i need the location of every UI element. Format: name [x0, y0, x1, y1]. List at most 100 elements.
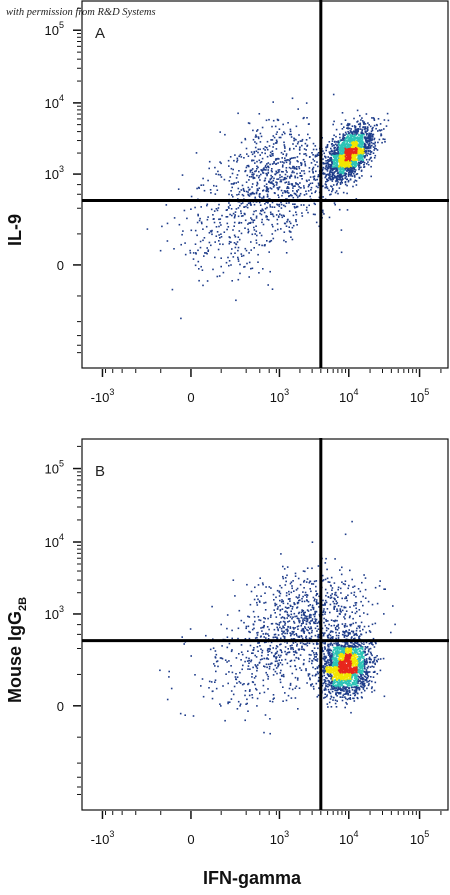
event-dot — [315, 148, 318, 151]
event-dot — [301, 212, 303, 214]
event-dot — [334, 666, 336, 668]
event-dot — [287, 192, 290, 194]
event-dot — [369, 144, 371, 147]
event-dot — [215, 208, 218, 210]
event-dot — [279, 136, 282, 139]
event-dot — [235, 177, 238, 179]
event-dot — [345, 144, 347, 146]
event-dot — [347, 692, 349, 695]
event-dot — [281, 161, 284, 163]
event-dot — [328, 680, 331, 683]
event-dot — [350, 136, 353, 139]
event-dot — [283, 621, 286, 623]
event-dot — [241, 255, 243, 257]
event-dot — [384, 141, 386, 143]
event-dot — [273, 192, 276, 194]
event-dot — [263, 665, 265, 667]
event-dot — [351, 160, 354, 162]
event-dot — [228, 180, 231, 182]
event-dot — [339, 176, 342, 179]
event-dot — [305, 102, 308, 104]
event-dot — [385, 125, 388, 127]
event-dot — [356, 682, 358, 685]
event-dot — [360, 153, 363, 155]
event-dot — [344, 657, 347, 659]
event-dot — [352, 133, 354, 135]
event-dot — [303, 148, 306, 150]
event-dot — [348, 653, 351, 655]
event-dot — [335, 179, 337, 182]
event-dot — [352, 686, 354, 689]
event-dot — [355, 669, 358, 672]
event-dot — [303, 194, 306, 196]
event-dot — [329, 603, 332, 606]
event-dot — [292, 190, 294, 192]
event-dot — [313, 688, 315, 690]
event-dot — [355, 668, 357, 670]
event-dot — [340, 650, 342, 653]
event-dot — [350, 152, 353, 154]
event-dot — [255, 150, 258, 152]
event-dot — [368, 124, 370, 126]
event-dot — [292, 157, 295, 159]
event-dot — [239, 263, 241, 266]
event-dot — [299, 140, 302, 142]
event-dot — [206, 247, 208, 249]
event-dot — [330, 676, 333, 678]
event-dot — [364, 143, 366, 146]
event-dot — [364, 130, 367, 133]
event-dot — [359, 136, 362, 139]
event-dot — [247, 164, 250, 167]
event-dot — [372, 637, 375, 640]
event-dot — [300, 164, 303, 167]
event-dot — [365, 654, 368, 656]
event-dot — [361, 672, 363, 675]
event-dot — [324, 162, 327, 165]
event-dot — [364, 684, 366, 687]
event-dot — [357, 646, 359, 648]
event-dot — [352, 153, 354, 156]
event-dot — [350, 630, 353, 633]
event-dot — [330, 171, 333, 174]
event-dot — [309, 176, 312, 178]
event-dot — [327, 651, 330, 653]
event-dot — [343, 174, 345, 177]
event-dot — [196, 187, 198, 190]
event-dot — [223, 231, 226, 233]
event-dot — [350, 175, 352, 177]
event-dot — [355, 685, 358, 687]
event-dot — [343, 677, 346, 680]
event-dot — [349, 141, 352, 143]
event-dot — [380, 129, 383, 131]
event-dot — [344, 143, 346, 145]
event-dot — [365, 150, 368, 152]
event-dot — [373, 137, 376, 140]
event-dot — [371, 129, 374, 132]
event-dot — [336, 680, 339, 683]
event-dot — [370, 132, 372, 135]
event-dot — [326, 146, 329, 148]
event-dot — [359, 137, 361, 140]
event-dot — [353, 160, 355, 163]
event-dot — [362, 158, 364, 160]
event-dot — [352, 144, 354, 147]
event-dot — [229, 156, 232, 158]
event-dot — [206, 252, 208, 255]
event-dot — [354, 667, 357, 669]
event-dot — [283, 231, 286, 233]
event-dot — [200, 265, 202, 268]
event-dot — [333, 664, 335, 666]
event-dot — [366, 140, 368, 142]
event-dot — [355, 660, 358, 663]
event-dot — [335, 160, 338, 162]
event-dot — [333, 674, 336, 677]
event-dot — [312, 148, 315, 151]
event-dot — [362, 681, 364, 683]
event-dot — [344, 152, 347, 155]
event-dot — [352, 161, 354, 163]
event-dot — [279, 174, 281, 176]
event-dot — [336, 162, 338, 164]
event-dot — [353, 660, 355, 663]
event-dot — [166, 240, 169, 242]
event-dot — [351, 163, 354, 166]
